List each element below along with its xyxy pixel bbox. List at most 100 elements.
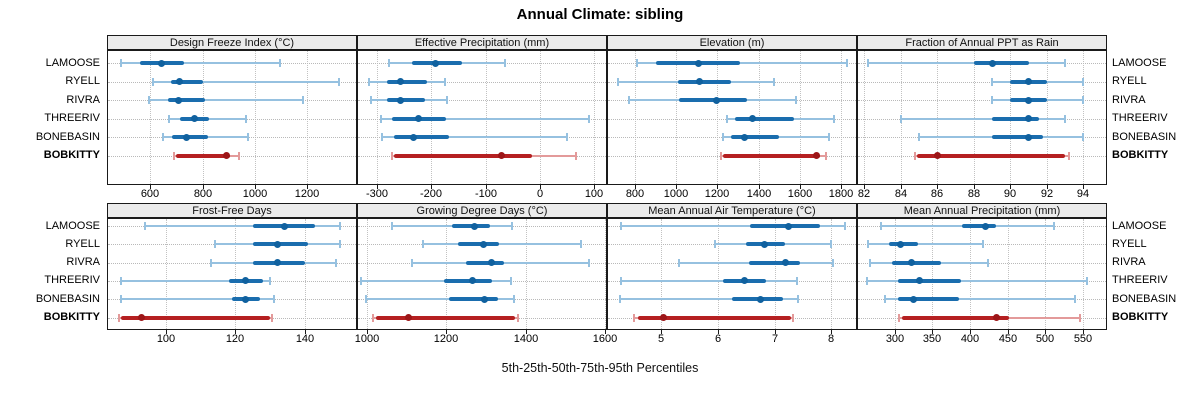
median-dot [1025,133,1033,141]
vertical-gridline [377,51,378,184]
whisker-cap-high [272,295,275,304]
axis-tick-label: 7 [771,333,779,345]
whisker-cap-high [796,276,799,285]
whisker-cap-low [880,222,883,230]
median-dot [182,133,190,141]
whisker-cap-low [410,258,413,267]
whisker-cap-low [914,151,917,160]
whisker-range-5-95 [621,225,846,227]
iqr-band-25-75 [917,153,1066,158]
axis-tick [635,185,636,189]
whisker-cap-high [269,276,272,285]
iqr-band-25-75 [722,153,821,158]
whisker-cap-low [725,114,728,123]
whisker-cap-low [636,59,639,67]
median-dot [897,240,905,248]
whisker-cap-low [918,133,921,141]
site-label-right: BOBKITTY [1112,149,1169,161]
whisker-range-5-95 [884,298,1076,301]
panel-header: Mean Annual Air Temperature (°C) [607,203,857,218]
axis-tick-label: 94 [1076,188,1090,200]
whisker-cap-low [899,114,902,123]
whisker-range-5-95 [391,225,512,227]
iqr-band-25-75 [678,79,731,84]
whisker-cap-low [627,96,630,104]
iqr-band-25-75 [120,315,271,320]
vertical-gridline [526,219,527,329]
panel-header: Design Freeze Index (°C) [107,35,357,50]
vertical-gridline [1083,219,1084,329]
whisker-cap-high [1086,276,1089,285]
vertical-gridline [605,219,606,329]
axis-tick [1083,185,1084,189]
axis-tick-label: 100 [156,333,176,345]
iqr-band-25-75 [375,315,515,320]
axis-tick-label: 350 [922,333,942,345]
whisker-cap-low [721,133,724,141]
axis-tick-label: 6 [714,333,722,345]
axis-tick [717,185,718,189]
vertical-gridline [307,51,308,184]
iqr-band-25-75 [638,315,791,320]
whisker-cap-high [845,59,848,67]
median-dot [981,222,989,230]
axis-tick-label: 800 [625,188,645,200]
axis-tick-label: 600 [140,188,160,200]
median-dot [933,152,941,159]
panel-header: Effective Precipitation (mm) [357,35,607,50]
whisker-cap-low [991,96,994,104]
axis-tick [367,330,368,334]
median-dot [782,259,790,267]
whisker-range-5-95 [148,99,304,101]
axis-tick [937,185,938,189]
iqr-band-25-75 [444,278,492,283]
vertical-gridline [841,51,842,184]
iqr-band-25-75 [458,242,499,247]
median-dot [280,222,288,230]
whisker-cap-high [1064,114,1067,123]
whisker-cap-low [162,133,165,141]
site-label-right: BONEBASIN [1112,292,1177,305]
whisker-range-5-95 [382,136,567,138]
axis-tick-label: 86 [930,188,944,200]
median-dot [405,314,413,321]
axis-tick [800,185,801,189]
axis-tick [831,330,832,334]
axis-tick-label: 84 [894,188,908,200]
whisker-range-5-95 [868,243,983,246]
horizontal-gridline [858,81,1106,83]
whisker-cap-low [617,77,620,86]
axis-tick-label: 1200 [704,188,730,200]
chart-title: Annual Climate: sibling [516,6,684,23]
iqr-band-25-75 [730,135,779,139]
axis-tick-label: 1800 [828,188,854,200]
median-dot [741,277,748,285]
iqr-band-25-75 [992,116,1040,121]
iqr-band-25-75 [387,79,427,84]
axis-tick-label: 400 [960,333,980,345]
site-label-left: RYELL [65,75,100,87]
median-dot [757,295,765,303]
whisker-range-5-95 [365,298,514,301]
whisker-cap-low [119,295,122,304]
whisker-cap-high [825,151,828,160]
axis-tick [235,330,236,334]
whisker-cap-low [147,96,150,104]
whisker-range-5-95 [423,243,582,246]
iqr-band-25-75 [466,260,504,265]
median-dot [1025,115,1033,122]
whisker-cap-high [987,258,990,267]
axis-tick [431,185,432,189]
horizontal-gridline [858,100,1106,101]
median-dot [158,59,166,67]
axis-tick-label: 1000 [354,333,380,345]
whisker-cap-low [720,151,723,160]
vertical-gridline [831,219,832,329]
iqr-band-25-75 [393,153,533,158]
median-dot [988,59,996,67]
axis-tick [166,330,167,334]
axis-tick-label: 1400 [513,333,539,345]
median-dot [273,259,281,267]
whisker-cap-high [509,276,512,285]
vertical-gridline [235,219,236,329]
